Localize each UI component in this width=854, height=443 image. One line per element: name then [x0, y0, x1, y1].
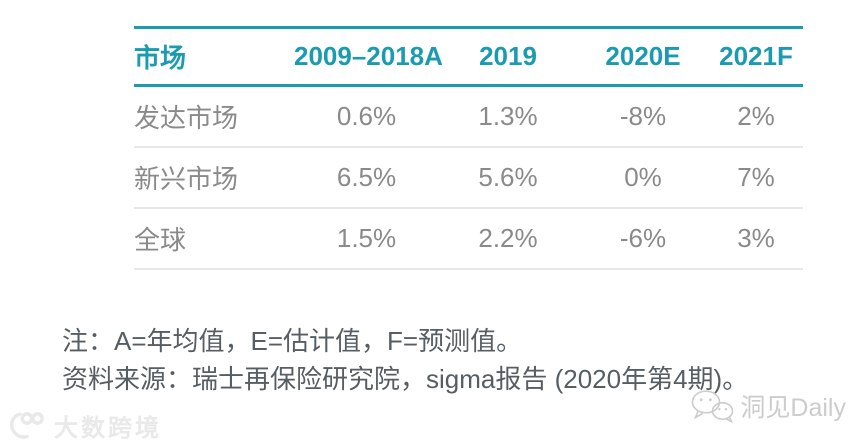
watermark-left-label: 大数跨境	[54, 415, 162, 442]
cell-value: 3%	[709, 208, 803, 270]
cell-value: 5.6%	[439, 147, 577, 209]
footnotes: 注：A=年均值，E=估计值，F=预测值。 资料来源：瑞士再保险研究院，sigma…	[62, 322, 748, 398]
row-label: 全球	[134, 208, 294, 270]
watermark-dashukuajing: 大数跨境	[8, 408, 162, 443]
note-line: 注：A=年均值，E=估计值，F=预测值。	[62, 326, 523, 356]
cell-value: 6.5%	[294, 147, 439, 209]
cell-value: 2.2%	[439, 208, 577, 270]
cell-value: 0%	[577, 147, 709, 209]
header-2019: 2019	[439, 26, 577, 87]
wechat-icon	[689, 389, 735, 423]
table-row-emerging: 新兴市场 6.5% 5.6% 0% 7%	[134, 147, 803, 209]
cell-value: -6%	[577, 208, 709, 270]
100-logo-icon	[8, 411, 48, 441]
header-2020e: 2020E	[577, 26, 709, 87]
header-row: 市场 2009–2018A 2019 2020E 2021F	[134, 26, 803, 87]
table-row-global: 全球 1.5% 2.2% -6% 3%	[134, 208, 803, 270]
cell-value: 1.5%	[294, 208, 439, 270]
cell-value: 7%	[709, 147, 803, 209]
watermark-right-label: 洞见Daily	[740, 394, 846, 422]
table-row-developed: 发达市场 0.6% 1.3% -8% 2%	[134, 85, 803, 148]
header-2021f: 2021F	[709, 26, 803, 87]
header-2009-2018a: 2009–2018A	[294, 26, 443, 87]
source-line: 资料来源：瑞士再保险研究院，sigma报告 (2020年第4期)。	[62, 364, 749, 394]
cell-value: 2%	[709, 85, 803, 148]
market-growth-table: 市场 2009–2018A 2019 2020E 2021F 发达市场 0.6%…	[134, 26, 803, 270]
row-label: 新兴市场	[134, 147, 294, 209]
watermark-dongjian-daily: 洞见Daily	[689, 388, 846, 424]
cell-value: 1.3%	[439, 85, 577, 148]
header-market: 市场	[134, 26, 294, 87]
row-label: 发达市场	[134, 85, 294, 148]
cell-value: -8%	[577, 85, 709, 148]
cell-value: 0.6%	[294, 85, 439, 148]
